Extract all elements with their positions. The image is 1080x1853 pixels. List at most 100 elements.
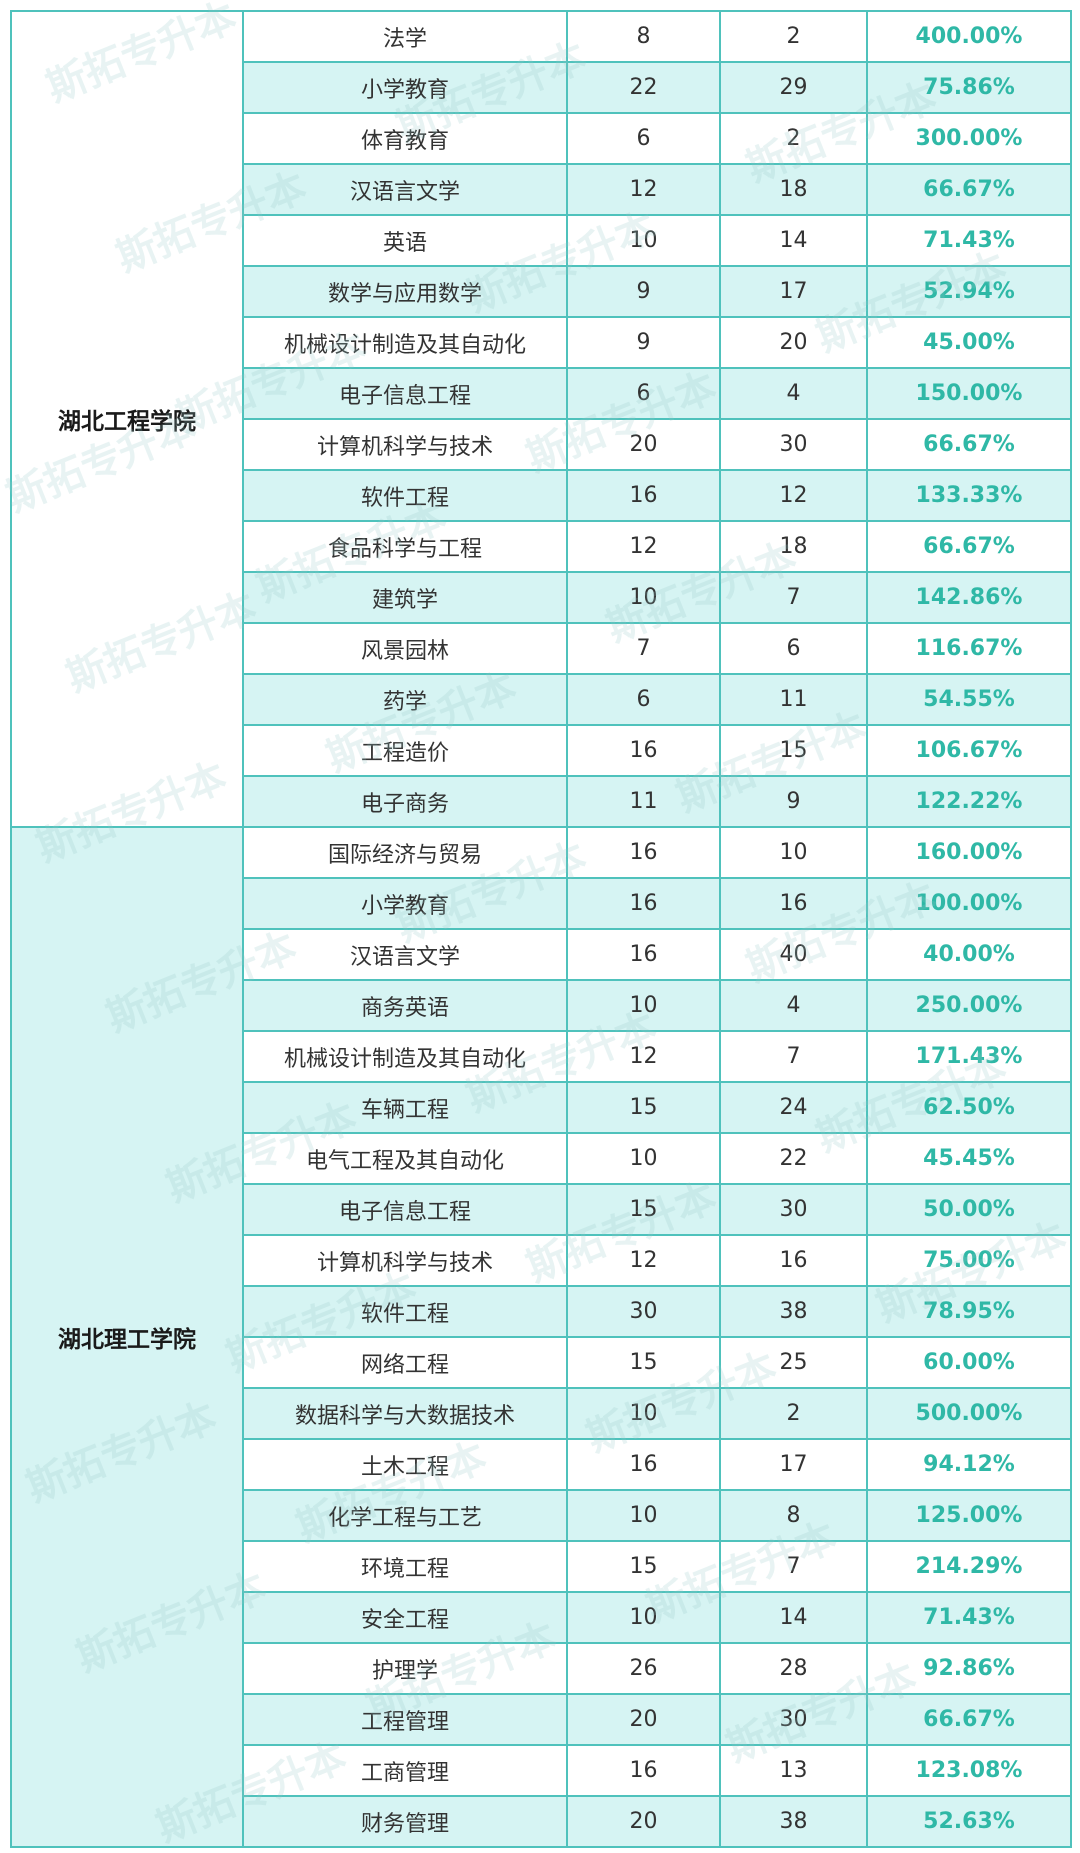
count-a-cell: 15 bbox=[566, 1336, 721, 1389]
table-row: 汉语言文学 12 18 66.67% bbox=[11, 163, 1072, 216]
count-a-cell: 16 bbox=[566, 724, 721, 777]
major-cell: 工商管理 bbox=[242, 1744, 568, 1797]
school-name-cell: 湖北理工学院 bbox=[10, 826, 244, 1848]
major-cell: 安全工程 bbox=[242, 1591, 568, 1644]
table-row: 小学教育 16 16 100.00% bbox=[11, 877, 1072, 930]
count-a-cell: 26 bbox=[566, 1642, 721, 1695]
major-cell: 计算机科学与技术 bbox=[242, 418, 568, 471]
ratio-cell: 214.29% bbox=[866, 1540, 1072, 1593]
count-b-cell: 15 bbox=[719, 724, 868, 777]
ratio-cell: 78.95% bbox=[866, 1285, 1072, 1338]
count-b-cell: 38 bbox=[719, 1285, 868, 1338]
ratio-cell: 250.00% bbox=[866, 979, 1072, 1032]
major-cell: 电子商务 bbox=[242, 775, 568, 828]
major-cell: 国际经济与贸易 bbox=[242, 826, 568, 879]
major-cell: 工程造价 bbox=[242, 724, 568, 777]
table-row: 计算机科学与技术 12 16 75.00% bbox=[11, 1234, 1072, 1287]
table-row: 湖北工程学院 法学 8 2 400.00% bbox=[10, 10, 1072, 828]
ratio-cell: 75.00% bbox=[866, 1234, 1072, 1287]
ratio-cell: 66.67% bbox=[866, 163, 1072, 216]
ratio-cell: 123.08% bbox=[866, 1744, 1072, 1797]
major-cell: 软件工程 bbox=[242, 469, 568, 522]
table-row: 安全工程 10 14 71.43% bbox=[11, 1591, 1072, 1644]
major-cell: 电子信息工程 bbox=[242, 1183, 568, 1236]
count-a-cell: 6 bbox=[566, 673, 721, 726]
ratio-cell: 92.86% bbox=[866, 1642, 1072, 1695]
table-row: 风景园林 7 6 116.67% bbox=[11, 622, 1072, 675]
major-cell: 建筑学 bbox=[242, 571, 568, 624]
ratio-cell: 160.00% bbox=[866, 826, 1072, 879]
ratio-cell: 71.43% bbox=[866, 1591, 1072, 1644]
major-cell: 软件工程 bbox=[242, 1285, 568, 1338]
ratio-cell: 106.67% bbox=[866, 724, 1072, 777]
count-a-cell: 15 bbox=[566, 1081, 721, 1134]
count-a-cell: 10 bbox=[566, 1591, 721, 1644]
count-a-cell: 16 bbox=[566, 469, 721, 522]
count-a-cell: 10 bbox=[566, 1489, 721, 1542]
table-row: 环境工程 15 7 214.29% bbox=[11, 1540, 1072, 1593]
table-row: 数据科学与大数据技术 10 2 500.00% bbox=[11, 1387, 1072, 1440]
count-a-cell: 30 bbox=[566, 1285, 721, 1338]
count-b-cell: 12 bbox=[719, 469, 868, 522]
count-b-cell: 18 bbox=[719, 163, 868, 216]
count-b-cell: 10 bbox=[719, 826, 868, 879]
count-a-cell: 15 bbox=[566, 1183, 721, 1236]
ratio-cell: 300.00% bbox=[866, 112, 1072, 165]
count-b-cell: 18 bbox=[719, 520, 868, 573]
major-cell: 化学工程与工艺 bbox=[242, 1489, 568, 1542]
count-b-cell: 2 bbox=[719, 1387, 868, 1440]
ratio-cell: 60.00% bbox=[866, 1336, 1072, 1389]
table-row: 车辆工程 15 24 62.50% bbox=[11, 1081, 1072, 1134]
table-row: 软件工程 30 38 78.95% bbox=[11, 1285, 1072, 1338]
count-a-cell: 15 bbox=[566, 1540, 721, 1593]
ratio-cell: 54.55% bbox=[866, 673, 1072, 726]
count-b-cell: 6 bbox=[719, 622, 868, 675]
count-a-cell: 11 bbox=[566, 775, 721, 828]
ratio-cell: 40.00% bbox=[866, 928, 1072, 981]
count-a-cell: 10 bbox=[566, 571, 721, 624]
major-cell: 数据科学与大数据技术 bbox=[242, 1387, 568, 1440]
count-a-cell: 10 bbox=[566, 1132, 721, 1185]
school-name-cell: 湖北工程学院 bbox=[10, 10, 244, 828]
major-cell: 机械设计制造及其自动化 bbox=[242, 1030, 568, 1083]
count-b-cell: 29 bbox=[719, 61, 868, 114]
ratio-cell: 150.00% bbox=[866, 367, 1072, 420]
count-b-cell: 40 bbox=[719, 928, 868, 981]
table-row: 软件工程 16 12 133.33% bbox=[11, 469, 1072, 522]
count-b-cell: 2 bbox=[719, 112, 868, 165]
ratio-cell: 400.00% bbox=[866, 10, 1072, 63]
major-cell: 电气工程及其自动化 bbox=[242, 1132, 568, 1185]
major-cell: 商务英语 bbox=[242, 979, 568, 1032]
ratio-cell: 125.00% bbox=[866, 1489, 1072, 1542]
count-b-cell: 4 bbox=[719, 979, 868, 1032]
table-row: 电气工程及其自动化 10 22 45.45% bbox=[11, 1132, 1072, 1185]
major-cell: 风景园林 bbox=[242, 622, 568, 675]
major-cell: 土木工程 bbox=[242, 1438, 568, 1491]
count-a-cell: 20 bbox=[566, 418, 721, 471]
table-row: 工程管理 20 30 66.67% bbox=[11, 1693, 1072, 1746]
admission-ratio-table: 湖北工程学院 法学 8 2 400.00% 小学教育 22 29 75.86% 体育教育 6 2 300… bbox=[10, 10, 1072, 1848]
count-a-cell: 7 bbox=[566, 622, 721, 675]
count-a-cell: 9 bbox=[566, 316, 721, 369]
count-b-cell: 11 bbox=[719, 673, 868, 726]
table-row: 计算机科学与技术 20 30 66.67% bbox=[11, 418, 1072, 471]
count-a-cell: 16 bbox=[566, 928, 721, 981]
table-row: 机械设计制造及其自动化 12 7 171.43% bbox=[11, 1030, 1072, 1083]
ratio-cell: 116.67% bbox=[866, 622, 1072, 675]
major-cell: 电子信息工程 bbox=[242, 367, 568, 420]
ratio-cell: 52.94% bbox=[866, 265, 1072, 318]
count-a-cell: 6 bbox=[566, 367, 721, 420]
count-b-cell: 7 bbox=[719, 1540, 868, 1593]
table-row: 体育教育 6 2 300.00% bbox=[11, 112, 1072, 165]
ratio-cell: 171.43% bbox=[866, 1030, 1072, 1083]
major-cell: 护理学 bbox=[242, 1642, 568, 1695]
ratio-cell: 66.67% bbox=[866, 520, 1072, 573]
table-row: 化学工程与工艺 10 8 125.00% bbox=[11, 1489, 1072, 1542]
count-a-cell: 10 bbox=[566, 214, 721, 267]
major-cell: 小学教育 bbox=[242, 877, 568, 930]
ratio-cell: 66.67% bbox=[866, 418, 1072, 471]
major-cell: 网络工程 bbox=[242, 1336, 568, 1389]
ratio-cell: 500.00% bbox=[866, 1387, 1072, 1440]
count-b-cell: 30 bbox=[719, 1183, 868, 1236]
table-row: 汉语言文学 16 40 40.00% bbox=[11, 928, 1072, 981]
